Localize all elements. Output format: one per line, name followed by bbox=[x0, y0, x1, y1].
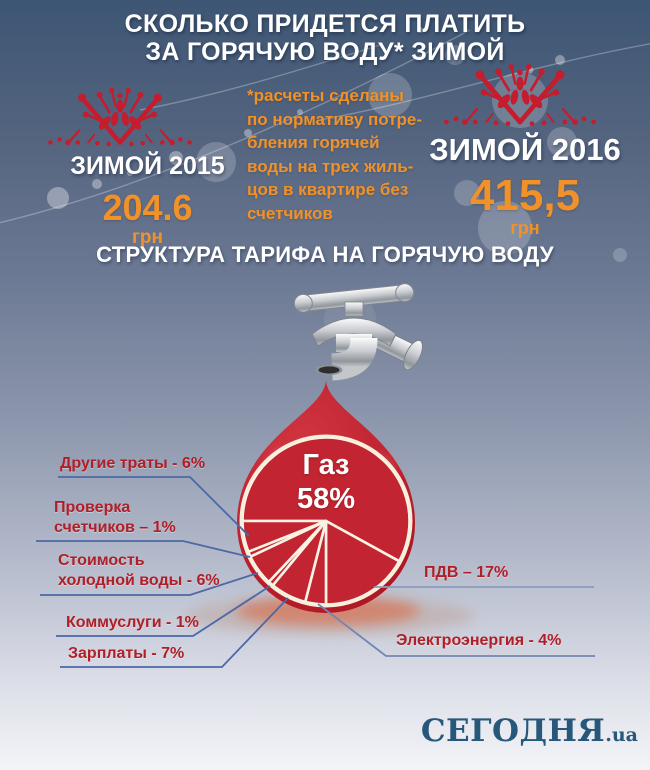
winter-2016-block: ЗИМОЙ 2016 415,5 грн bbox=[420, 58, 630, 239]
pie-chart bbox=[241, 436, 411, 606]
faucet-icon bbox=[293, 283, 423, 381]
logo-suffix-text: .ua bbox=[605, 724, 638, 746]
callout-line-zarplaty bbox=[60, 597, 289, 668]
winter-2015-amount: 204.6 bbox=[102, 187, 193, 228]
winter-2015-unit: грн bbox=[132, 227, 163, 248]
callout-line-electro bbox=[317, 603, 595, 657]
pie-slice-0-Газ bbox=[241, 436, 411, 563]
faucet-handle bbox=[293, 283, 415, 313]
pie-label-kommuslugi: Коммуслуги - 1% bbox=[66, 614, 199, 631]
pie-label-drugie-traty: Другие траты - 6% bbox=[60, 455, 206, 472]
page-title-line2: ЗА ГОРЯЧУЮ ВОДУ* ЗИМОЙ bbox=[145, 38, 505, 66]
section-title: СТРУКТУРА ТАРИФА НА ГОРЯЧУЮ ВОДУ bbox=[96, 242, 554, 267]
callout-line-drugie bbox=[58, 476, 250, 537]
pie-label-zarplaty: Зарплаты - 7% bbox=[68, 645, 185, 662]
segodnya-logo: СЕГОДНЯ.ua bbox=[421, 713, 638, 749]
logo-main-text: СЕГОДНЯ bbox=[420, 713, 606, 749]
page-title: СКОЛЬКО ПРИДЕТСЯ ПЛАТИТЬ ЗА ГОРЯЧУЮ ВОДУ… bbox=[0, 10, 650, 66]
pie-label-proverka-schetchikov: Проверка счетчиков – 1% bbox=[54, 499, 176, 536]
pie-outline-ring bbox=[239, 434, 413, 608]
pie-slice-1-ПДВ bbox=[324, 519, 401, 606]
winter-2015-label: ЗИМОЙ 2015 bbox=[70, 152, 225, 180]
callout-line-stoimost bbox=[40, 572, 259, 596]
decorative-arc-lines bbox=[0, 29, 650, 224]
page-title-line1: СКОЛЬКО ПРИДЕТСЯ ПЛАТИТЬ bbox=[124, 10, 526, 38]
winter-2016-label: ЗИМОЙ 2016 bbox=[429, 132, 621, 167]
pie-label-stoimost-holodnoy-vody: Стоимость холодной воды - 6% bbox=[58, 552, 220, 589]
winter-2016-amount: 415,5 bbox=[469, 171, 581, 220]
pie-label-pdv: ПДВ – 17% bbox=[424, 564, 509, 581]
snowflake-icon bbox=[420, 58, 620, 130]
pie-label-electroenergia: Электроэнергия - 4% bbox=[396, 632, 562, 649]
calculation-footnote: *расчеты сделаны по нормативу потре- бле… bbox=[247, 86, 423, 223]
winter-2015-block: ЗИМОЙ 2015 204.6 грн bbox=[40, 82, 255, 249]
callout-line-proverka bbox=[36, 540, 251, 558]
callout-line-kommuslugi bbox=[56, 585, 271, 637]
callout-lines bbox=[36, 476, 595, 668]
winter-2016-unit: грн bbox=[510, 218, 540, 238]
snowflake-icon bbox=[40, 82, 200, 150]
pie-label-gas: Газ 58% bbox=[296, 449, 356, 515]
pie-slice-7-Другие траты bbox=[241, 519, 328, 553]
